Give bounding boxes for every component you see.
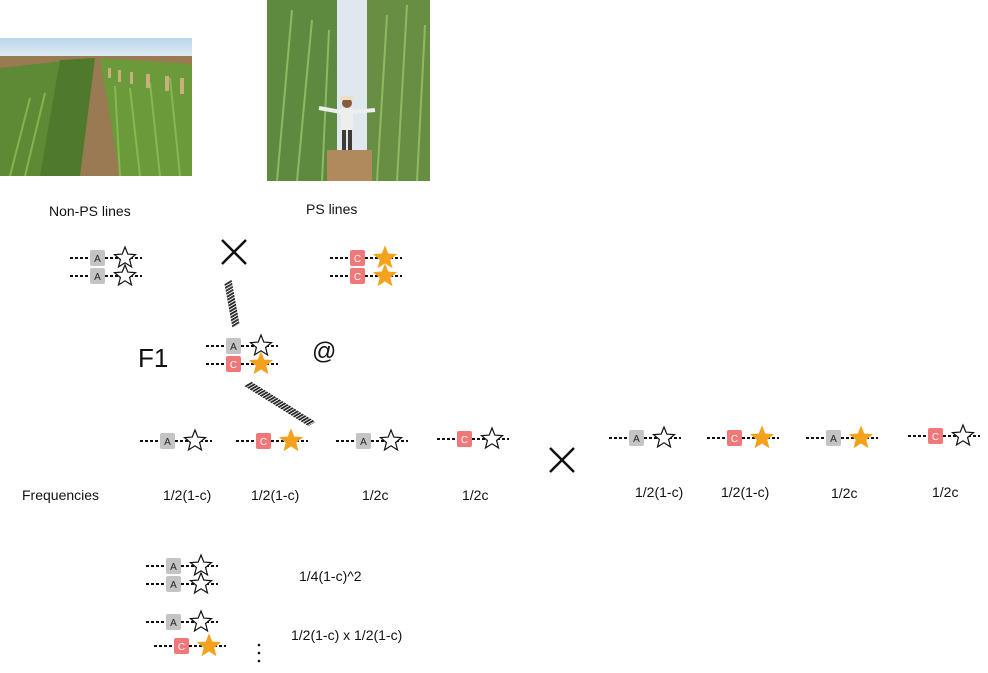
allele-c-block [226,356,241,372]
arrow-to-f1 [228,281,238,326]
allele-label: C [178,642,185,653]
freq-right-1: 1/2(1-c) [635,484,684,500]
arrow-to-gametes [245,384,311,426]
cross-icon [549,447,575,473]
star-outline-icon [950,423,976,447]
allele-label: A [170,618,177,629]
allele-label: C [731,434,738,445]
star-outline-icon [188,609,214,633]
star-filled-icon [372,245,398,269]
arrow-to-f1 [226,282,236,327]
allele-a-block [160,433,175,449]
allele-label: A [830,434,837,445]
allele-a-block [166,576,181,592]
star-filled-icon [248,351,274,375]
freq-right-3: 1/2c [831,485,858,501]
allele-c-block [350,268,365,284]
star-outline-icon [378,428,404,452]
arrow-to-gametes [248,382,314,424]
ellipsis-dot [257,643,261,647]
arrow-to-f1 [224,283,234,328]
star-outline-icon [188,571,214,595]
star-filled-icon [749,425,775,449]
star-outline-icon [248,333,274,357]
freq-right-2: 1/2(1-c) [721,484,770,500]
allele-c-block [457,431,472,447]
allele-label: A [170,580,177,591]
arrow-to-gametes [247,383,313,425]
allele-a-block [826,430,841,446]
star-outline-icon [112,245,138,269]
allele-a-block [356,433,371,449]
star-filled-icon [848,425,874,449]
allele-label: C [354,254,361,265]
ellipsis-dot [257,651,261,655]
allele-a-block [226,338,241,354]
freq-left-1: 1/2(1-c) [163,487,212,503]
allele-label: A [633,434,640,445]
allele-a-block [166,614,181,630]
arrow-to-gametes [244,385,310,427]
ps-lines-label: PS lines [306,201,358,217]
freq-right-4: 1/2c [932,484,959,500]
allele-label: C [260,437,267,448]
allele-label: A [230,342,237,353]
freq-left-3: 1/2c [362,487,389,503]
allele-c-block [174,638,189,654]
star-outline-icon [188,553,214,577]
allele-label: C [932,432,939,443]
freq-left-2: 1/2(1-c) [251,487,300,503]
non-ps-field-photo [0,38,192,176]
star-filled-icon [196,633,222,657]
ps-field-photo [267,0,430,181]
star-filled-icon [278,428,304,452]
arrow-to-f1 [227,281,237,327]
allele-label: C [461,435,468,446]
star-outline-icon [182,428,208,452]
arrow-to-f1 [229,280,239,325]
allele-label: A [170,562,177,573]
allele-label: A [360,437,367,448]
frequencies-label: Frequencies [22,487,100,503]
allele-c-block [727,430,742,446]
allele-a-block [90,268,105,284]
offspring-freq-2: 1/2(1-c) x 1/2(1-c) [291,627,403,643]
star-outline-icon [112,263,138,287]
at-symbol: @ [312,338,337,365]
non-ps-lines-label: Non-PS lines [49,203,131,219]
star-outline-icon [479,426,505,450]
allele-a-block [90,250,105,266]
allele-label: A [164,437,171,448]
allele-c-block [350,250,365,266]
freq-left-4: 1/2c [462,487,489,503]
arrow-to-f1 [225,283,235,328]
arrow-to-gametes [246,384,312,426]
allele-label: A [94,254,101,265]
allele-c-block [928,428,943,444]
allele-a-block [166,558,181,574]
star-filled-icon [372,263,398,287]
arrow-to-f1 [230,280,240,325]
arrow-to-gametes [250,381,316,423]
allele-c-block [256,433,271,449]
f1-label: F1 [138,343,169,373]
arrow-to-gametes [249,382,315,424]
ellipsis-dot [257,659,261,663]
star-outline-icon [651,425,677,449]
allele-label: C [230,360,237,371]
allele-a-block [629,430,644,446]
cross-icon [221,239,247,265]
allele-label: A [94,272,101,283]
allele-label: C [354,272,361,283]
offspring-freq-1: 1/4(1-c)^2 [299,568,362,584]
